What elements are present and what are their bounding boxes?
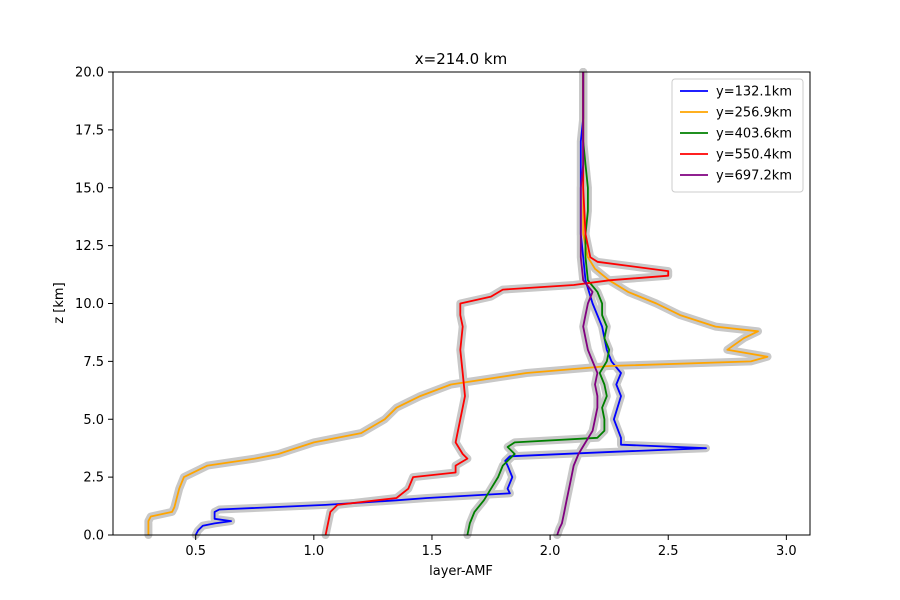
series-lines bbox=[147, 72, 769, 536]
series-line-5 bbox=[556, 72, 599, 536]
legend-box bbox=[671, 78, 804, 193]
x-tick-label: 2.5 bbox=[658, 544, 679, 559]
legend-label-1: y=132.1km bbox=[716, 85, 792, 100]
y-axis-label: z [km] bbox=[52, 282, 67, 323]
series-line-4 bbox=[324, 72, 670, 536]
chart-title: x=214.0 km bbox=[415, 50, 507, 68]
x-axis-ticks: 0.5 1.0 1.5 2.0 2.5 3.0 bbox=[185, 535, 797, 559]
legend-label-5: y=697.2km bbox=[716, 169, 792, 184]
y-tick-label: 15.0 bbox=[75, 181, 104, 196]
legend: y=132.1km y=256.9km y=403.6km y=550.4km y=69… bbox=[671, 78, 804, 193]
y-tick-label: 7.5 bbox=[83, 355, 104, 370]
y-axis-ticks: 0.0 2.5 5.0 7.5 10.0 12.5 15.0 17.5 20.0 bbox=[75, 66, 113, 544]
y-tick-label: 17.5 bbox=[75, 123, 104, 138]
x-tick-label: 1.5 bbox=[422, 544, 443, 559]
series-line-3 bbox=[466, 72, 611, 536]
x-tick-label: 2.0 bbox=[540, 544, 561, 559]
y-tick-label: 0.0 bbox=[83, 529, 104, 544]
series-line-2 bbox=[147, 72, 769, 535]
y-tick-label: 5.0 bbox=[83, 413, 104, 428]
x-tick-label: 3.0 bbox=[776, 544, 797, 559]
legend-label-4: y=550.4km bbox=[716, 148, 792, 163]
y-tick-label: 10.0 bbox=[75, 297, 104, 312]
x-tick-label: 0.5 bbox=[185, 544, 206, 559]
x-tick-label: 1.0 bbox=[303, 544, 324, 559]
legend-label-2: y=256.9km bbox=[716, 106, 792, 121]
legend-label-3: y=403.6km bbox=[716, 127, 792, 142]
x-axis-label: layer-AMF bbox=[429, 564, 493, 579]
y-tick-label: 12.5 bbox=[75, 239, 104, 254]
y-tick-label: 2.5 bbox=[83, 471, 104, 486]
y-tick-label: 20.0 bbox=[75, 66, 104, 81]
